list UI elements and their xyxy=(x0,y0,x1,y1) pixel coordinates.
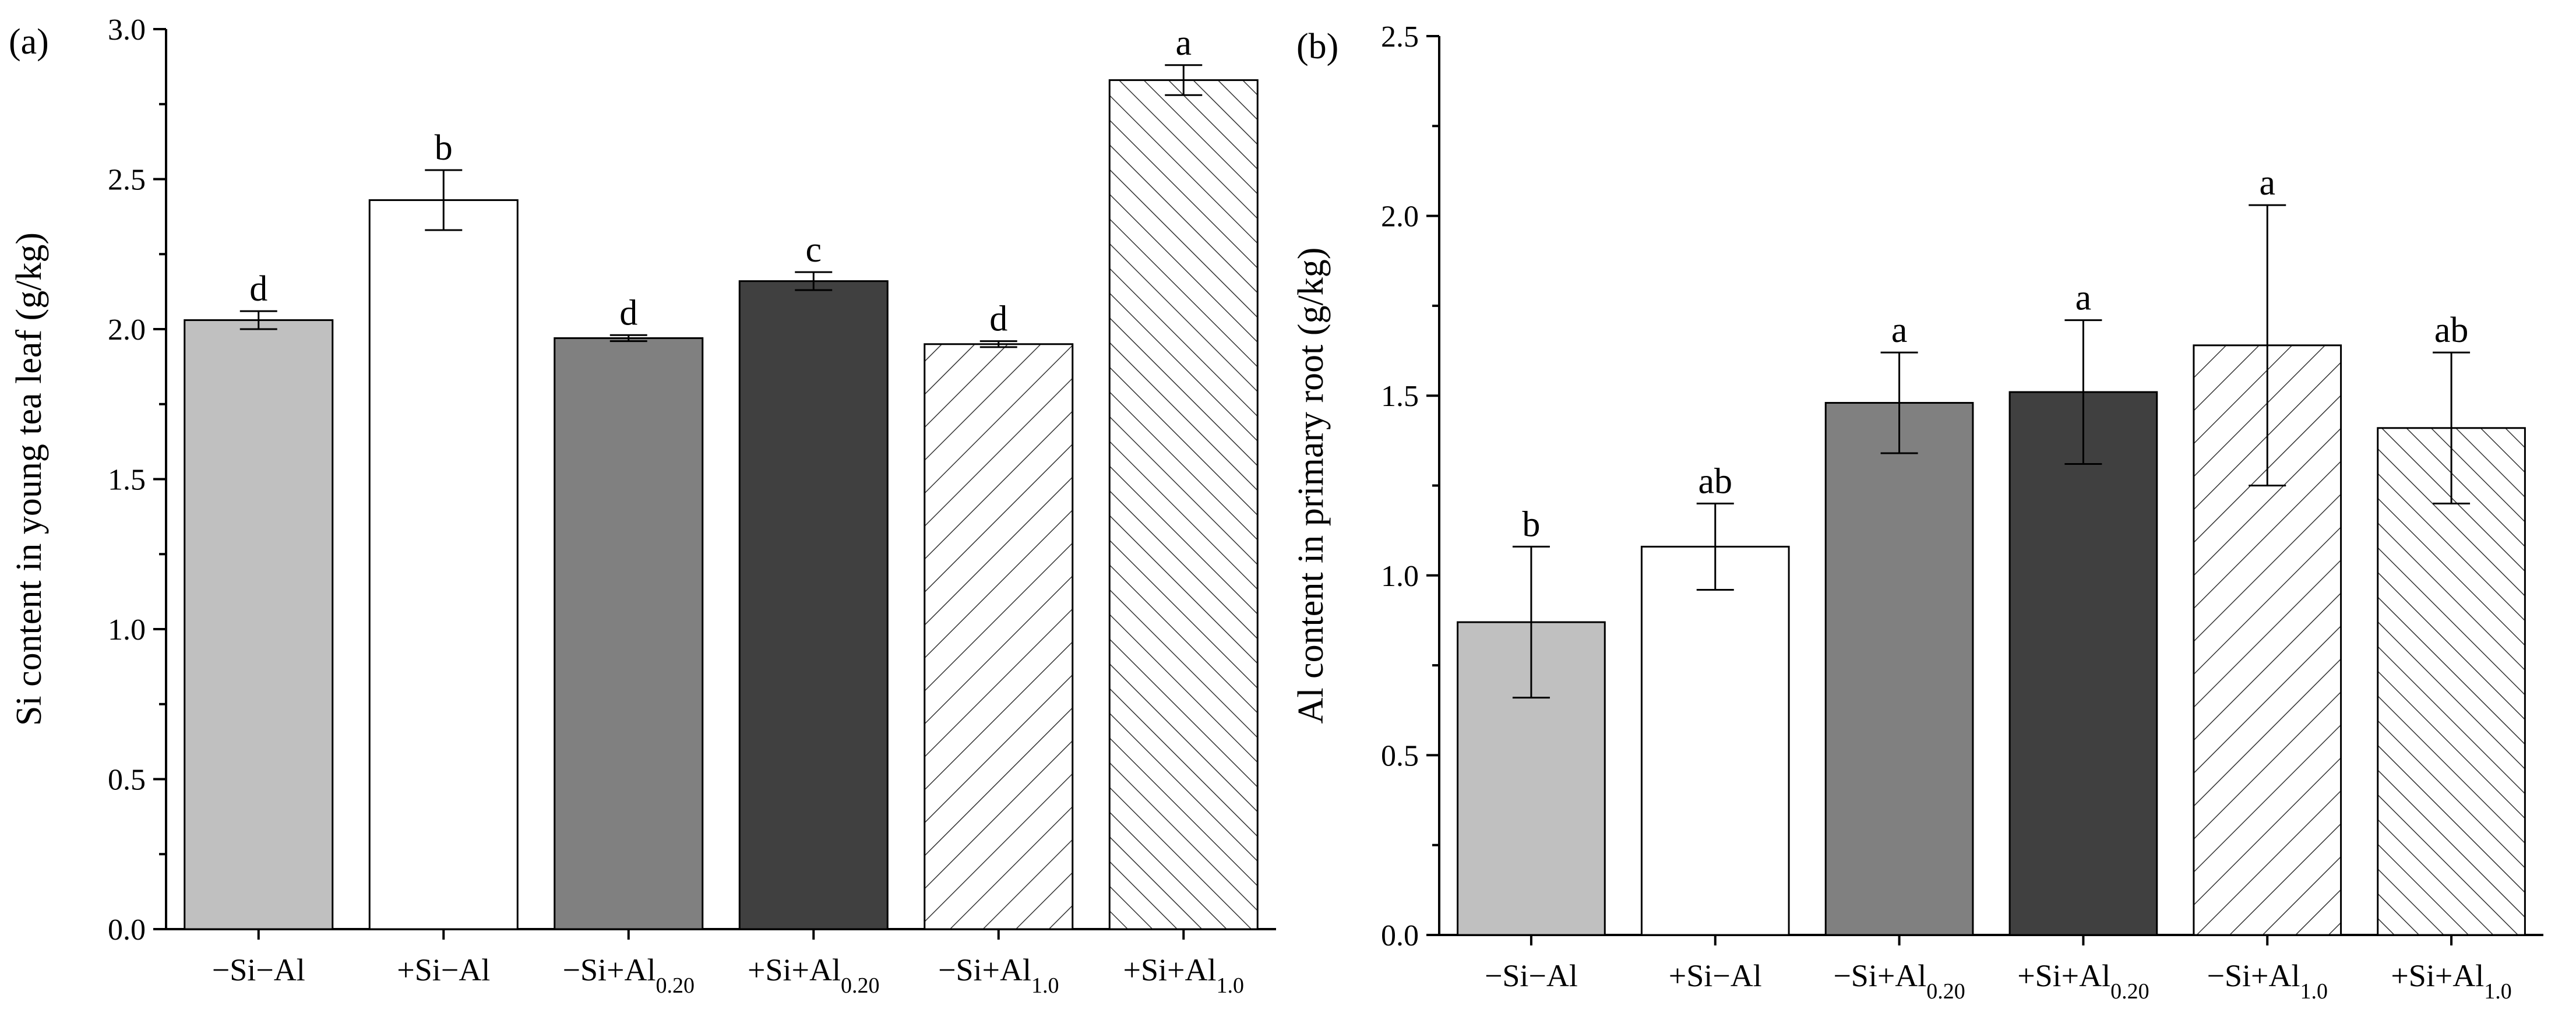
y-axis-title: Al content in primary root (g/kg) xyxy=(1291,248,1331,724)
y-tick-label: 3.0 xyxy=(108,13,146,47)
bar xyxy=(738,280,889,930)
bar xyxy=(1108,79,1259,930)
significance-label: b xyxy=(435,128,453,168)
y-tick-label: 2.5 xyxy=(1381,20,1419,54)
significance-label: b xyxy=(1522,504,1540,544)
y-tick-label: 2.5 xyxy=(108,164,146,197)
chart-panel-b: 0.0 0.5 1.0 1.5 2.0 2.5 Al content in primary … xyxy=(1291,20,2543,1004)
x-tick-label: −Si−Al xyxy=(1485,958,1578,993)
bar xyxy=(1640,545,1790,936)
y-tick-label: 2.0 xyxy=(1381,200,1419,234)
y-axis-title: Si content in young tea leaf (g/kg) xyxy=(9,232,49,726)
y-tick-label: 0.5 xyxy=(108,764,146,797)
bar xyxy=(1824,402,1974,936)
significance-label: ab xyxy=(1698,461,1732,501)
y-tick-label: 0.0 xyxy=(1381,919,1419,952)
significance-label: d xyxy=(989,299,1007,339)
x-tick-label: −Si+Al1.0 xyxy=(2207,958,2328,1004)
bar xyxy=(2008,391,2158,936)
y-tick-label: 1.0 xyxy=(108,613,146,647)
x-tick-label: −Si+Al0.20 xyxy=(563,952,695,998)
significance-label: d xyxy=(249,269,267,309)
panel-label: (b) xyxy=(1296,27,1338,66)
y-tick-label: 0.5 xyxy=(1381,739,1419,772)
y-tick-label: 1.0 xyxy=(1381,560,1419,593)
bar xyxy=(554,337,704,930)
significance-label: c xyxy=(805,230,822,270)
x-tick-label: +Si+Al1.0 xyxy=(1123,952,1244,998)
x-tick-label: +Si+Al0.20 xyxy=(2017,958,2149,1004)
significance-label: a xyxy=(2075,278,2092,318)
significance-label: a xyxy=(2259,163,2275,203)
chart-panel-a: 0.0 0.5 1.0 1.5 2.0 2.5 3.0 Si content in young… xyxy=(9,13,1276,998)
bar xyxy=(924,343,1074,930)
bar xyxy=(368,199,519,930)
x-tick-label: +Si−Al xyxy=(1669,958,1762,993)
x-tick-label: +Si+Al0.20 xyxy=(748,952,879,998)
panel-label: (a) xyxy=(9,22,49,62)
significance-label: a xyxy=(1891,310,1908,350)
y-tick-label: 1.5 xyxy=(108,464,146,497)
significance-label: d xyxy=(619,293,637,333)
bar xyxy=(2377,427,2526,936)
x-tick-label: +Si−Al xyxy=(397,952,490,987)
y-tick-label: 0.0 xyxy=(108,913,146,947)
significance-label: a xyxy=(1175,23,1192,63)
y-tick-label: 1.5 xyxy=(1381,380,1419,413)
x-tick-label: +Si+Al1.0 xyxy=(2391,958,2511,1004)
bar xyxy=(184,319,334,930)
x-tick-label: −Si+Al0.20 xyxy=(1833,958,1965,1004)
significance-label: ab xyxy=(2434,310,2469,350)
y-tick-label: 2.0 xyxy=(108,313,146,347)
x-tick-label: −Si+Al1.0 xyxy=(938,952,1059,998)
x-tick-label: −Si−Al xyxy=(212,952,305,987)
